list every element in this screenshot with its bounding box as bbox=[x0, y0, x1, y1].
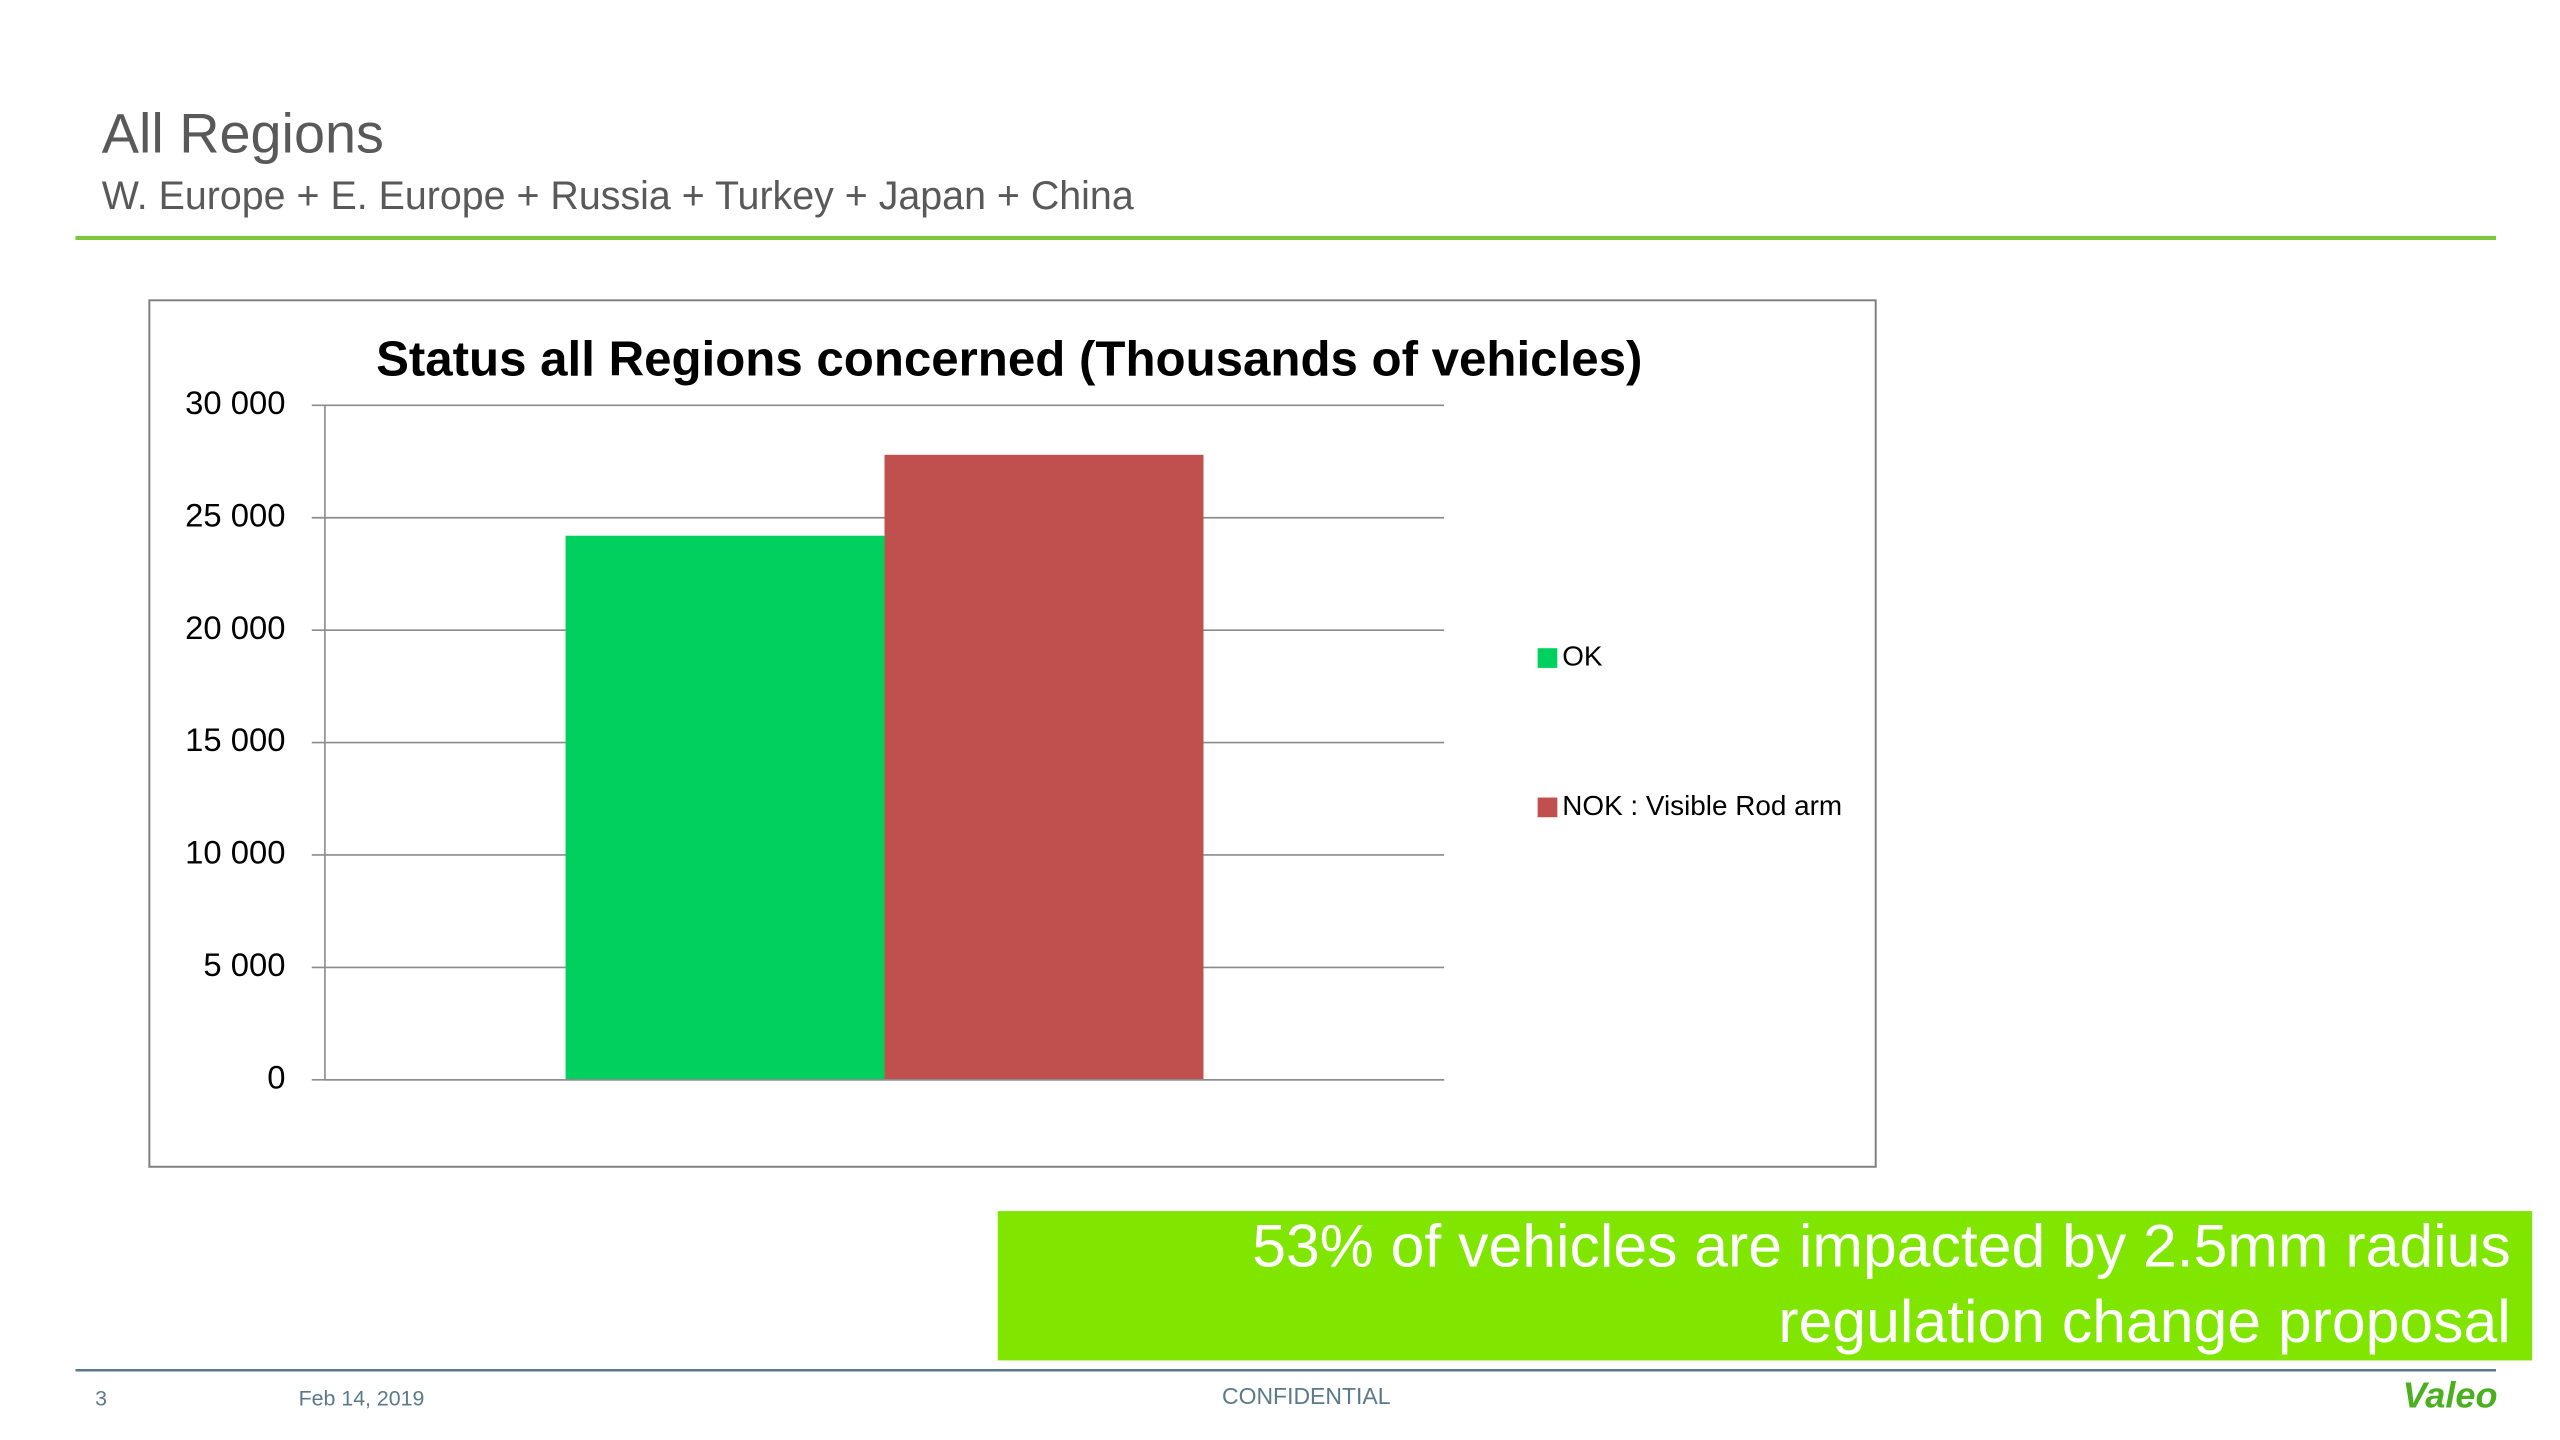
callout-box bbox=[997, 1211, 2533, 1361]
legend-label: NOK : Visible Rod arm bbox=[1562, 790, 1842, 821]
legend-swatch bbox=[1537, 797, 1558, 818]
slide-title: All Regions bbox=[102, 102, 384, 165]
slide-subtitle: W. Europe + E. Europe + Russia + Turkey … bbox=[102, 174, 1134, 218]
legend-label: OK bbox=[1562, 640, 1603, 671]
y-tick-label: 5 000 bbox=[203, 946, 285, 983]
date: Feb 14, 2019 bbox=[299, 1386, 425, 1410]
bar bbox=[884, 454, 1204, 1080]
classification: CONFIDENTIAL bbox=[1222, 1383, 1391, 1409]
y-tick-label: 10 000 bbox=[185, 834, 285, 871]
legend-swatch bbox=[1537, 648, 1558, 668]
y-tick-label: 25 000 bbox=[185, 496, 285, 533]
y-tick-label: 20 000 bbox=[185, 609, 285, 646]
bar bbox=[565, 535, 885, 1080]
callout-text: 53% of vehicles are impacted by 2.5mm ra… bbox=[1252, 1211, 2511, 1279]
y-tick-label: 30 000 bbox=[185, 384, 285, 421]
y-tick-label: 15 000 bbox=[185, 721, 285, 758]
page-number: 3 bbox=[95, 1386, 107, 1410]
callout-text: regulation change proposal bbox=[1778, 1287, 2510, 1355]
y-tick-label: 0 bbox=[267, 1058, 285, 1095]
logo: Valeo bbox=[2403, 1375, 2498, 1416]
chart-title: Status all Regions concerned (Thousands … bbox=[376, 332, 1642, 387]
